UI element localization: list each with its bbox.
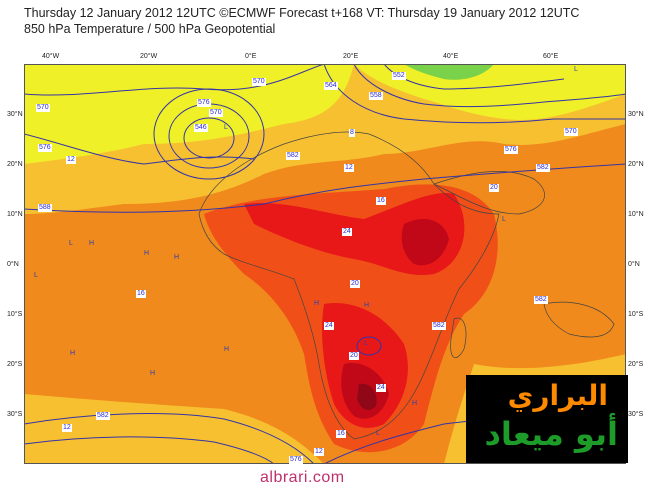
geo-contour-south-2 (24, 436, 275, 464)
lat-label-left: 20°S (7, 361, 23, 368)
contour-label: 12 (344, 164, 354, 172)
contour-label: 24 (342, 228, 352, 236)
high-pressure-symbol: H (89, 240, 95, 247)
logo-text-line1: البراري (507, 379, 608, 412)
high-pressure-symbol: H (364, 302, 370, 309)
lon-label-top: 60°E (543, 53, 559, 60)
contour-label: 570 (36, 104, 50, 112)
low-pressure-symbol: L (34, 272, 38, 279)
contour-label: 16 (336, 430, 346, 438)
contour-label: 12 (314, 448, 324, 456)
lon-label-top: 40°W (42, 53, 60, 60)
contour-label: 576 (289, 456, 303, 464)
geo-contour-588 (24, 163, 626, 213)
ocean-contour-loop (543, 301, 615, 338)
map-frame (24, 64, 626, 464)
contour-label: 582 (286, 152, 300, 160)
contour-label: 576 (197, 99, 211, 107)
geo-contour-low-inner (183, 117, 235, 159)
lat-label-left: 10°N (7, 211, 23, 218)
contour-label: 570 (252, 78, 266, 86)
contour-label: 12 (66, 156, 76, 164)
forecast-title: Thursday 12 January 2012 12UTC ©ECMWF Fo… (24, 6, 580, 20)
contour-label: 16 (136, 290, 146, 298)
low-pressure-symbol: L (69, 240, 73, 247)
geo-contour-low-outer (153, 88, 265, 180)
low-pressure-symbol: L (376, 430, 380, 437)
contour-label: 552 (392, 72, 406, 80)
lat-label-right: 20°S (628, 361, 644, 368)
high-pressure-symbol: H (150, 370, 156, 377)
contour-label: 582 (534, 296, 548, 304)
geo-contour-north-1 (323, 64, 626, 124)
lat-label-right: 0°N (628, 261, 640, 268)
lat-label-right: 10°N (628, 211, 644, 218)
temperature-band-yellow (24, 64, 354, 164)
madagascar-coastline (450, 317, 467, 359)
contour-label: 16 (376, 197, 386, 205)
contour-label: 8 (349, 129, 355, 137)
contour-label: 20 (349, 352, 359, 360)
high-pressure-symbol: H (314, 300, 320, 307)
temperature-band-darkest (357, 383, 377, 410)
lat-label-right: 30°S (628, 411, 644, 418)
lat-label-left: 10°S (7, 311, 23, 318)
contour-label: 576 (38, 144, 52, 152)
lon-label-top: 20°W (140, 53, 158, 60)
high-pressure-symbol: H (70, 350, 76, 357)
lat-label-right: 10°S (628, 311, 644, 318)
contour-label: 20 (489, 184, 499, 192)
lat-label-right: 20°N (628, 161, 644, 168)
lon-label-top: 40°E (443, 53, 459, 60)
contour-label: 20 (350, 280, 360, 288)
contour-label: 24 (324, 322, 334, 330)
contour-label: 582 (536, 164, 550, 172)
contour-label: 570 (209, 109, 223, 117)
contour-label: 564 (324, 82, 338, 90)
lat-label-right: 30°N (628, 111, 644, 118)
low-pressure-symbol: L (364, 340, 368, 347)
lon-label-top: 0°E (245, 53, 257, 60)
high-pressure-symbol: H (174, 254, 180, 261)
temperature-band-dark-red (401, 219, 449, 266)
lat-label-left: 20°N (7, 161, 23, 168)
geopotential-contours (24, 64, 626, 464)
high-pressure-symbol: H (144, 250, 150, 257)
geo-contour-south-low (356, 336, 382, 356)
contour-label: 582 (432, 322, 446, 330)
low-pressure-symbol: L (224, 124, 228, 131)
temperature-band-yellow (354, 64, 626, 120)
contour-label: 24 (376, 384, 386, 392)
low-pressure-symbol: L (574, 66, 578, 73)
logo-text-line2: أبو ميعاد (484, 415, 618, 453)
low-pressure-symbol: L (502, 216, 506, 223)
contour-label: 588 (38, 204, 52, 212)
contour-label: 582 (96, 412, 110, 420)
site-watermark: albrari.com (260, 469, 345, 486)
geo-contour-north-2 (353, 64, 626, 108)
contour-label: 570 (564, 128, 578, 136)
lat-label-left: 0°N (7, 261, 19, 268)
lat-label-left: 30°N (7, 111, 23, 118)
albrari-logo: البراري أبو ميعاد (466, 375, 628, 463)
forecast-subtitle: 850 hPa Temperature / 500 hPa Geopotenti… (24, 22, 276, 36)
lon-label-top: 20°E (343, 53, 359, 60)
arabia-coastline (433, 171, 545, 215)
contour-label: 576 (504, 146, 518, 154)
temperature-band-green (404, 64, 494, 80)
contour-label: 558 (369, 92, 383, 100)
high-pressure-symbol: H (412, 400, 418, 407)
contour-label: 12 (62, 424, 72, 432)
contour-label: 546 (194, 124, 208, 132)
lat-label-left: 30°S (7, 411, 23, 418)
temperature-band-light-orange (24, 394, 324, 464)
high-pressure-symbol: H (224, 346, 230, 353)
geo-contour-south-1 (24, 413, 315, 464)
